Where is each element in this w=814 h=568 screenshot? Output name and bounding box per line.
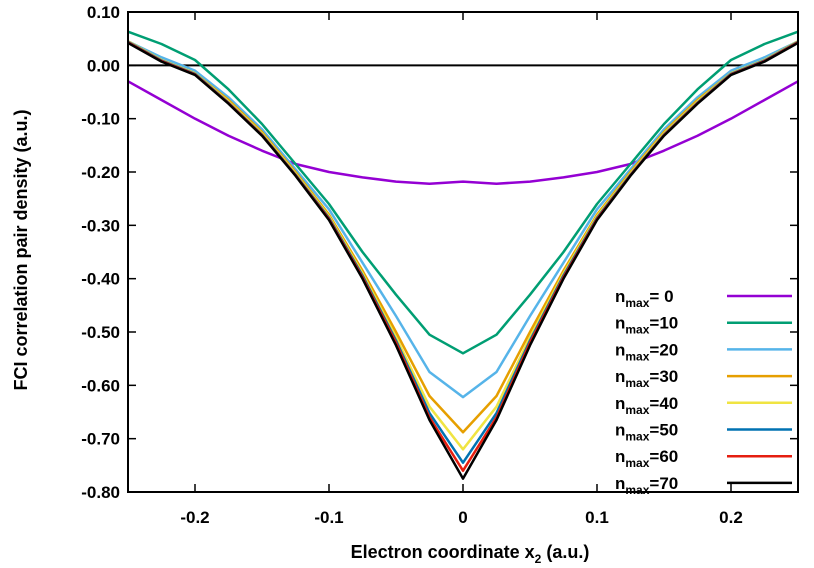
series-line-2 [127, 40, 799, 399]
axis-ticks: -0.2 -0.1 0 0.1 0.20.100.00-0.10-0.20-0.30-0… [81, 3, 798, 527]
series-line-7 [127, 41, 799, 480]
x-tick-label: 0.2 [719, 508, 743, 527]
x-tick-label: -0.2 [180, 508, 209, 527]
series-line-1 [127, 30, 799, 355]
x-tick-label: 0.1 [585, 508, 609, 527]
y-tick-label: -0.10 [81, 110, 120, 129]
legend-label-3: nmax=30 [615, 367, 678, 390]
series-line-0 [127, 80, 799, 185]
legend-label-2: nmax=20 [615, 340, 678, 363]
y-tick-label: 0.00 [87, 56, 120, 75]
y-tick-label: -0.80 [81, 483, 120, 502]
plot-frame [127, 11, 799, 493]
legend-label-4: nmax=40 [615, 394, 678, 417]
y-tick-label: -0.40 [81, 270, 120, 289]
legend-label-0: nmax= 0 [615, 287, 674, 310]
y-tick-label: -0.60 [81, 376, 120, 395]
y-tick-label: -0.30 [81, 216, 120, 235]
y-tick-label: -0.70 [81, 430, 120, 449]
y-axis-title: FCI correlation pair density (a.u.) [11, 109, 31, 390]
x-tick-label: -0.1 [314, 508, 343, 527]
series-lines [127, 30, 799, 480]
y-tick-label: 0.10 [87, 3, 120, 22]
legend-label-5: nmax=50 [615, 421, 678, 444]
series-line-6 [127, 41, 799, 472]
y-tick-label: -0.50 [81, 323, 120, 342]
legend-label-1: nmax=10 [615, 314, 678, 337]
legend-label-7: nmax=70 [615, 474, 678, 497]
x-axis-title: Electron coordinate x2 (a.u.) [351, 542, 590, 566]
x-tick-label: 0 [458, 508, 467, 527]
legend-label-6: nmax=60 [615, 447, 678, 470]
legend: nmax= 0 nmax=10 nmax=20 nmax=30 nmax=40 nmax=… [615, 287, 792, 497]
y-tick-label: -0.20 [81, 163, 120, 182]
